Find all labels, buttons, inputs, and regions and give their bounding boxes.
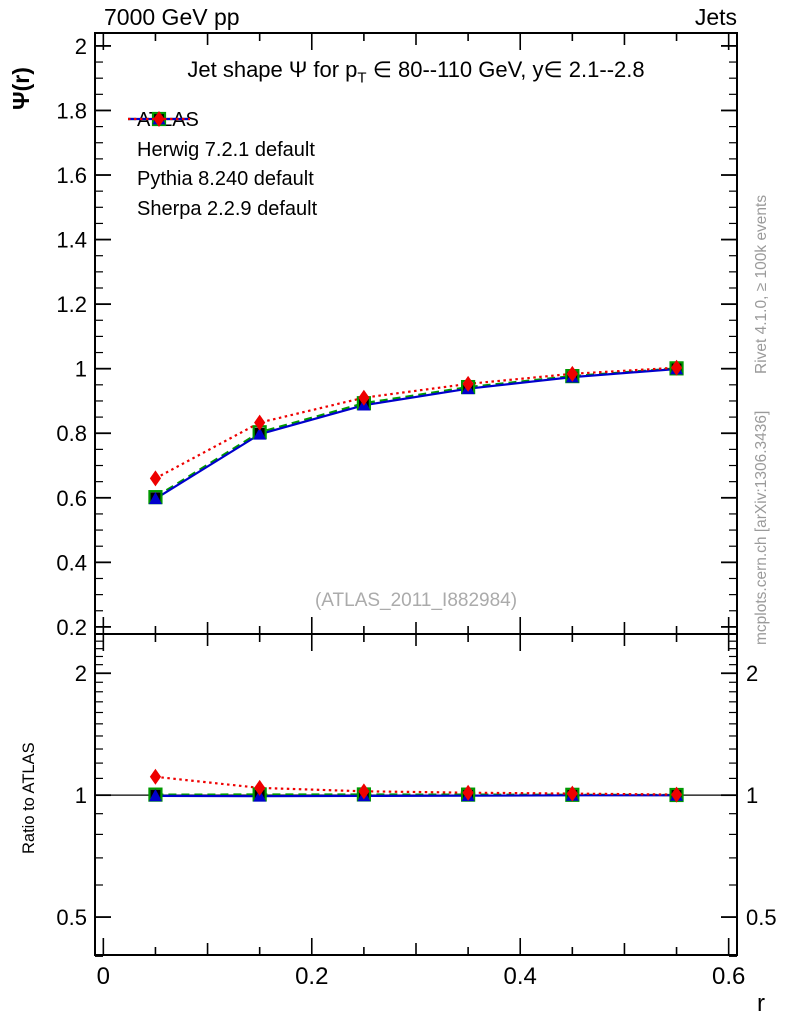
main-y-tick-label: 2	[75, 34, 87, 59]
main-y-tick-label: 0.2	[56, 615, 87, 640]
marker-sherpa-ratio	[149, 768, 162, 785]
main-y-axis-ticks: 0.2 0.4 0.6 0.8 1 1.2 1.4 1.6 1.8 2	[56, 34, 737, 640]
plot-title-suffix: ∈ 80--110 GeV, y∈ 2.1--2.8	[366, 57, 645, 82]
series-pythia-line-ratio	[155, 794, 677, 798]
main-y-tick-label: 0.4	[56, 550, 87, 575]
marker-sherpa-ratio	[566, 785, 578, 802]
legend-label-herwig: Herwig 7.2.1 default	[137, 138, 315, 161]
x-tick-label: 0.2	[295, 963, 328, 990]
plot-title: Jet shape Ψ for pT ∈ 80--110 GeV, y∈ 2.1…	[95, 57, 737, 86]
main-y-tick-label: 1.8	[56, 98, 87, 123]
observable-label: Jets	[694, 4, 737, 30]
ratio-y-tick-label-left: 0.5	[56, 905, 87, 930]
legend-item-sherpa: Sherpa 2.2.9 default	[126, 111, 318, 225]
legend-marker-sherpa	[128, 111, 190, 127]
marker-sherpa-main	[254, 414, 266, 431]
series-herwig-line-main	[154, 367, 677, 499]
marker-pythia-main	[253, 427, 267, 440]
main-y-tick-label: 1	[75, 357, 87, 382]
main-y-axis-title: Ψ(r)	[8, 67, 34, 110]
series-markers	[148, 359, 684, 803]
plot-title-subscript: T	[357, 69, 367, 87]
main-y-tick-label: 0.8	[56, 421, 87, 446]
marker-sherpa-ratio	[462, 784, 474, 801]
main-y-tick-label: 1.4	[56, 228, 87, 253]
marker-sherpa-main	[462, 375, 474, 392]
ratio-y-tick-label-left: 1	[75, 783, 87, 808]
ratio-y-axis-ticks: 0.5 0.5 1 1 2 2	[56, 633, 777, 957]
main-y-tick-label: 1.6	[56, 163, 87, 188]
ratio-y-axis-title: Ratio to ATLAS	[20, 742, 38, 854]
legend-item-herwig: Herwig 7.2.1 default	[126, 111, 317, 166]
plot-title-text: Jet shape Ψ for p	[187, 57, 358, 82]
series-sherpa-line-ratio	[155, 775, 677, 796]
legend-label-pythia: Pythia 8.240 default	[137, 168, 314, 191]
marker-sherpa-ratio	[358, 783, 370, 800]
series-sherpa-line-main	[154, 366, 677, 480]
marker-sherpa-main	[566, 365, 578, 382]
analysis-watermark: (ATLAS_2011_I882984)	[314, 590, 518, 611]
x-axis-tick-labels: 0 0.2 0.4 0.6	[97, 963, 746, 990]
marker-sherpa-ratio	[254, 779, 266, 796]
legend-glyph-sherpa	[153, 111, 165, 127]
main-y-tick-label: 0.6	[56, 486, 87, 511]
beam-energy-label: 7000 GeV pp	[104, 4, 240, 30]
ratio-y-tick-label-right: 1	[746, 783, 758, 808]
main-y-tick-label: 1.2	[56, 292, 87, 317]
marker-pythia-ratio	[148, 789, 162, 802]
marker-sherpa-main	[670, 359, 683, 376]
x-tick-label: 0	[97, 963, 110, 990]
x-axis-title: r	[757, 990, 765, 1017]
marker-sherpa-main	[149, 470, 162, 487]
x-tick-label: 0.4	[504, 963, 537, 990]
mcplots-reference-caption: mcplots.cern.ch [arXiv:1306.3436]	[753, 410, 770, 645]
ratio-y-tick-label-left: 2	[75, 661, 87, 686]
series-lines	[154, 366, 677, 798]
marker-sherpa-ratio	[670, 786, 683, 803]
marker-pythia-main	[148, 491, 162, 505]
ratio-y-tick-label-right: 0.5	[746, 905, 777, 930]
rivet-version-caption: Rivet 4.1.0, ≥ 100k events	[753, 194, 770, 374]
x-tick-label: 0.6	[712, 963, 745, 990]
marker-sherpa-main	[358, 389, 370, 406]
legend-item-pythia: Pythia 8.240 default	[126, 112, 317, 195]
ratio-y-tick-label-right: 2	[746, 661, 758, 686]
x-axis-ticks	[102, 33, 730, 955]
legend-label-sherpa: Sherpa 2.2.9 default	[137, 197, 318, 220]
series-pythia-line-main	[154, 367, 677, 500]
legend: ATLAS Herwig 7.2.1 default Pythia 8.240 de…	[126, 106, 317, 224]
